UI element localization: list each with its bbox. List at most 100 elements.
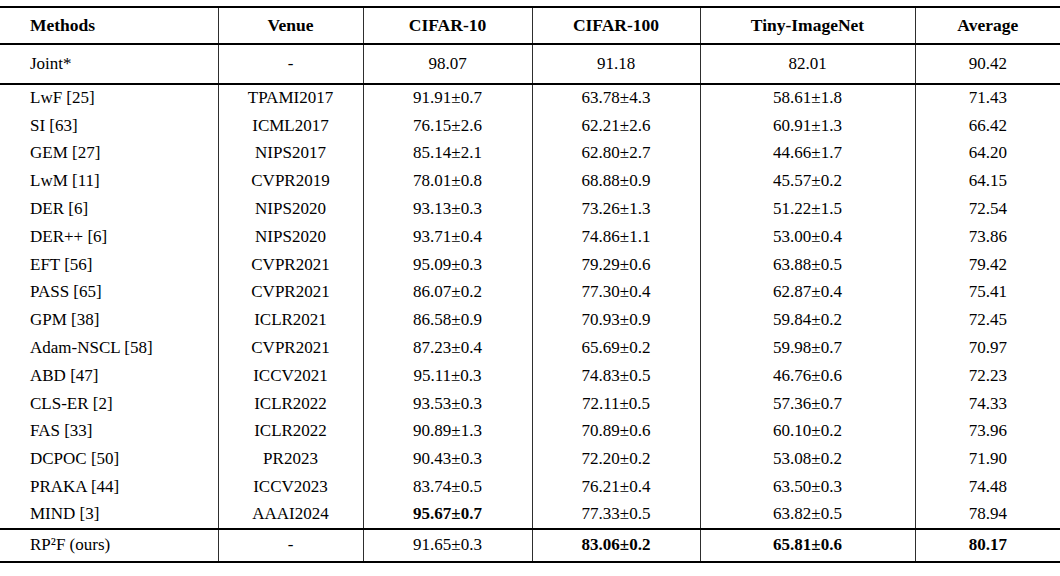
value-cell: 63.82±0.5 bbox=[700, 501, 915, 529]
table-row: GEM [27]NIPS201785.14±2.162.80±2.744.66±… bbox=[0, 140, 1060, 168]
method-cell: ABD [47] bbox=[0, 362, 218, 390]
value-cell: 77.33±0.5 bbox=[532, 501, 700, 529]
value-cell: 77.30±0.4 bbox=[532, 279, 700, 307]
venue-cell: NIPS2017 bbox=[218, 140, 363, 168]
venue-cell: ICLR2022 bbox=[218, 390, 363, 418]
value-cell: 75.41 bbox=[915, 279, 1060, 307]
venue-cell: NIPS2020 bbox=[218, 195, 363, 223]
table-row: LwF [25]TPAMI201791.91±0.763.78±4.358.61… bbox=[0, 84, 1060, 112]
value-cell: 91.18 bbox=[532, 44, 700, 84]
value-cell: 95.09±0.3 bbox=[363, 251, 532, 279]
value-cell: 83.74±0.5 bbox=[363, 473, 532, 501]
value-cell: 53.08±0.2 bbox=[700, 445, 915, 473]
value-cell: 59.84±0.2 bbox=[700, 306, 915, 334]
method-cell: DER [6] bbox=[0, 195, 218, 223]
column-header-methods: Methods bbox=[0, 7, 218, 44]
value-cell: 58.61±1.8 bbox=[700, 84, 915, 112]
value-cell: 74.83±0.5 bbox=[532, 362, 700, 390]
ours-method-section: RP²F (ours)-91.65±0.383.06±0.265.81±0.68… bbox=[0, 529, 1060, 562]
venue-cell: CVPR2021 bbox=[218, 279, 363, 307]
venue-cell: AAAI2024 bbox=[218, 501, 363, 529]
value-cell: 74.48 bbox=[915, 473, 1060, 501]
venue-cell: CVPR2019 bbox=[218, 167, 363, 195]
table-row: EFT [56]CVPR202195.09±0.379.29±0.663.88±… bbox=[0, 251, 1060, 279]
value-cell: 66.42 bbox=[915, 112, 1060, 140]
value-cell: 64.20 bbox=[915, 140, 1060, 168]
value-cell: 51.22±1.5 bbox=[700, 195, 915, 223]
value-cell: 72.54 bbox=[915, 195, 1060, 223]
value-cell: 64.15 bbox=[915, 167, 1060, 195]
value-cell: 53.00±0.4 bbox=[700, 223, 915, 251]
value-cell: 72.11±0.5 bbox=[532, 390, 700, 418]
value-cell: 70.89±0.6 bbox=[532, 418, 700, 446]
method-cell: SI [63] bbox=[0, 112, 218, 140]
value-cell: 65.81±0.6 bbox=[700, 529, 915, 562]
table-row: MIND [3]AAAI202495.67±0.777.33±0.563.82±… bbox=[0, 501, 1060, 529]
value-cell: 86.07±0.2 bbox=[363, 279, 532, 307]
value-cell: 85.14±2.1 bbox=[363, 140, 532, 168]
value-cell: 83.06±0.2 bbox=[532, 529, 700, 562]
paper-results-table-page: Methods Venue CIFAR-10 CIFAR-100 Tiny-Im… bbox=[0, 6, 1060, 576]
venue-cell: TPAMI2017 bbox=[218, 84, 363, 112]
value-cell: 57.36±0.7 bbox=[700, 390, 915, 418]
value-cell: 44.66±1.7 bbox=[700, 140, 915, 168]
method-cell: EFT [56] bbox=[0, 251, 218, 279]
method-cell: FAS [33] bbox=[0, 418, 218, 446]
column-header-cifar10: CIFAR-10 bbox=[363, 7, 532, 44]
joint-baseline-section: Joint*-98.0791.1882.0190.42 bbox=[0, 44, 1060, 84]
value-cell: 98.07 bbox=[363, 44, 532, 84]
table-row: DCPOC [50]PR202390.43±0.372.20±0.253.08±… bbox=[0, 445, 1060, 473]
value-cell: 93.13±0.3 bbox=[363, 195, 532, 223]
table-row: Joint*-98.0791.1882.0190.42 bbox=[0, 44, 1060, 84]
value-cell: 65.69±0.2 bbox=[532, 334, 700, 362]
value-cell: 71.43 bbox=[915, 84, 1060, 112]
value-cell: 82.01 bbox=[700, 44, 915, 84]
value-cell: 63.88±0.5 bbox=[700, 251, 915, 279]
value-cell: 68.88±0.9 bbox=[532, 167, 700, 195]
value-cell: 78.94 bbox=[915, 501, 1060, 529]
table-row: CLS-ER [2]ICLR202293.53±0.372.11±0.557.3… bbox=[0, 390, 1060, 418]
venue-cell: NIPS2020 bbox=[218, 223, 363, 251]
value-cell: 74.86±1.1 bbox=[532, 223, 700, 251]
venue-cell: ICML2017 bbox=[218, 112, 363, 140]
value-cell: 87.23±0.4 bbox=[363, 334, 532, 362]
value-cell: 63.50±0.3 bbox=[700, 473, 915, 501]
value-cell: 59.98±0.7 bbox=[700, 334, 915, 362]
value-cell: 79.42 bbox=[915, 251, 1060, 279]
value-cell: 73.26±1.3 bbox=[532, 195, 700, 223]
method-cell: DCPOC [50] bbox=[0, 445, 218, 473]
column-header-tiny-imagenet: Tiny-ImageNet bbox=[700, 7, 915, 44]
value-cell: 62.21±2.6 bbox=[532, 112, 700, 140]
value-cell: 90.42 bbox=[915, 44, 1060, 84]
value-cell: 45.57±0.2 bbox=[700, 167, 915, 195]
venue-cell: CVPR2021 bbox=[218, 334, 363, 362]
value-cell: 78.01±0.8 bbox=[363, 167, 532, 195]
table-row: PRAKA [44]ICCV202383.74±0.576.21±0.463.5… bbox=[0, 473, 1060, 501]
baseline-methods-section: LwF [25]TPAMI201791.91±0.763.78±4.358.61… bbox=[0, 84, 1060, 529]
value-cell: 71.90 bbox=[915, 445, 1060, 473]
value-cell: 76.21±0.4 bbox=[532, 473, 700, 501]
value-cell: 91.65±0.3 bbox=[363, 529, 532, 562]
value-cell: 72.20±0.2 bbox=[532, 445, 700, 473]
venue-cell: ICLR2022 bbox=[218, 418, 363, 446]
venue-cell: PR2023 bbox=[218, 445, 363, 473]
method-cell: RP²F (ours) bbox=[0, 529, 218, 562]
table-row: SI [63]ICML201776.15±2.662.21±2.660.91±1… bbox=[0, 112, 1060, 140]
value-cell: 79.29±0.6 bbox=[532, 251, 700, 279]
table-row: RP²F (ours)-91.65±0.383.06±0.265.81±0.68… bbox=[0, 529, 1060, 562]
method-cell: PRAKA [44] bbox=[0, 473, 218, 501]
venue-cell: ICLR2021 bbox=[218, 306, 363, 334]
method-cell: DER++ [6] bbox=[0, 223, 218, 251]
value-cell: 93.71±0.4 bbox=[363, 223, 532, 251]
header-row: Methods Venue CIFAR-10 CIFAR-100 Tiny-Im… bbox=[0, 7, 1060, 44]
method-cell: GPM [38] bbox=[0, 306, 218, 334]
method-cell: GEM [27] bbox=[0, 140, 218, 168]
method-cell: PASS [65] bbox=[0, 279, 218, 307]
venue-cell: - bbox=[218, 44, 363, 84]
column-header-average: Average bbox=[915, 7, 1060, 44]
value-cell: 93.53±0.3 bbox=[363, 390, 532, 418]
value-cell: 95.67±0.7 bbox=[363, 501, 532, 529]
table-header: Methods Venue CIFAR-10 CIFAR-100 Tiny-Im… bbox=[0, 7, 1060, 44]
venue-cell: ICCV2023 bbox=[218, 473, 363, 501]
venue-cell: CVPR2021 bbox=[218, 251, 363, 279]
